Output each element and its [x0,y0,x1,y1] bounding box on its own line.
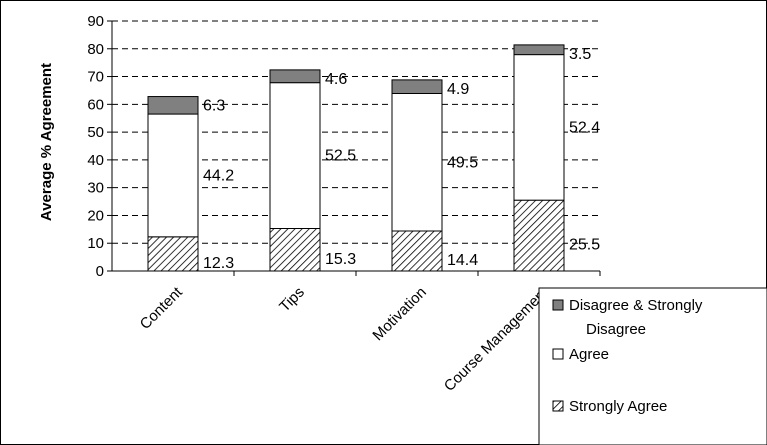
legend-swatch-agree [552,348,564,360]
y-tick-label-40: 40 [87,152,104,169]
bar-agree-1 [269,82,321,229]
data-labels: 12.3 44.2 6.3 15.3 52.5 4.6 14.4 49.5 4.9 25.5 52.… [203,46,600,272]
data-label-agree-3: 52.4 [569,119,600,136]
bar-disagree-0 [147,96,199,115]
data-label-disagree-3: 3.5 [569,46,591,63]
data-label-agree-2: 49.5 [447,154,478,171]
y-axis: 0 10 20 30 40 50 60 70 80 90 [87,13,113,280]
data-label-disagree-1: 4.6 [325,71,347,88]
legend-swatch-strongly-agree [552,400,564,412]
bar-strongly-agree-0 [147,236,199,272]
bar-agree-0 [147,113,199,238]
legend-swatch-disagree [552,299,564,311]
data-label-disagree-0: 6.3 [203,98,225,115]
legend-label-agree: Agree [569,346,609,363]
y-tick-label-60: 60 [87,96,104,113]
bar-strongly-agree-3 [513,199,565,272]
data-label-strongly-agree-3: 25.5 [569,237,600,254]
y-tick-label-70: 70 [87,69,104,86]
bars [147,44,565,272]
y-tick-label-10: 10 [87,235,104,252]
data-label-strongly-agree-1: 15.3 [325,251,356,268]
legend-label-strongly-agree: Strongly Agree [569,398,667,415]
data-label-strongly-agree-0: 12.3 [203,255,234,272]
y-axis-title: Average % Agreement [38,63,55,221]
y-tick-label-20: 20 [87,207,104,224]
bar-agree-2 [391,93,443,232]
data-label-agree-0: 44.2 [203,167,234,184]
data-label-agree-1: 52.5 [325,148,356,165]
y-tick-label-50: 50 [87,124,104,141]
y-tick-label-0: 0 [96,263,104,280]
legend: Disagree & Strongly Disagree Agree Stron… [538,287,767,445]
legend-label-disagree-line2: Disagree [586,321,646,338]
bar-disagree-2 [391,79,443,94]
bar-disagree-1 [269,69,321,84]
bar-disagree-3 [513,44,565,56]
data-label-strongly-agree-2: 14.4 [447,252,478,269]
bar-strongly-agree-1 [269,228,321,272]
legend-label-disagree-line1: Disagree & Strongly [569,297,703,314]
y-tick-label-30: 30 [87,180,104,197]
bar-agree-3 [513,54,565,201]
y-tick-label-90: 90 [87,13,104,30]
legend-box [538,287,767,445]
data-label-disagree-2: 4.9 [447,81,469,98]
y-tick-label-80: 80 [87,41,104,58]
bar-strongly-agree-2 [391,230,443,272]
